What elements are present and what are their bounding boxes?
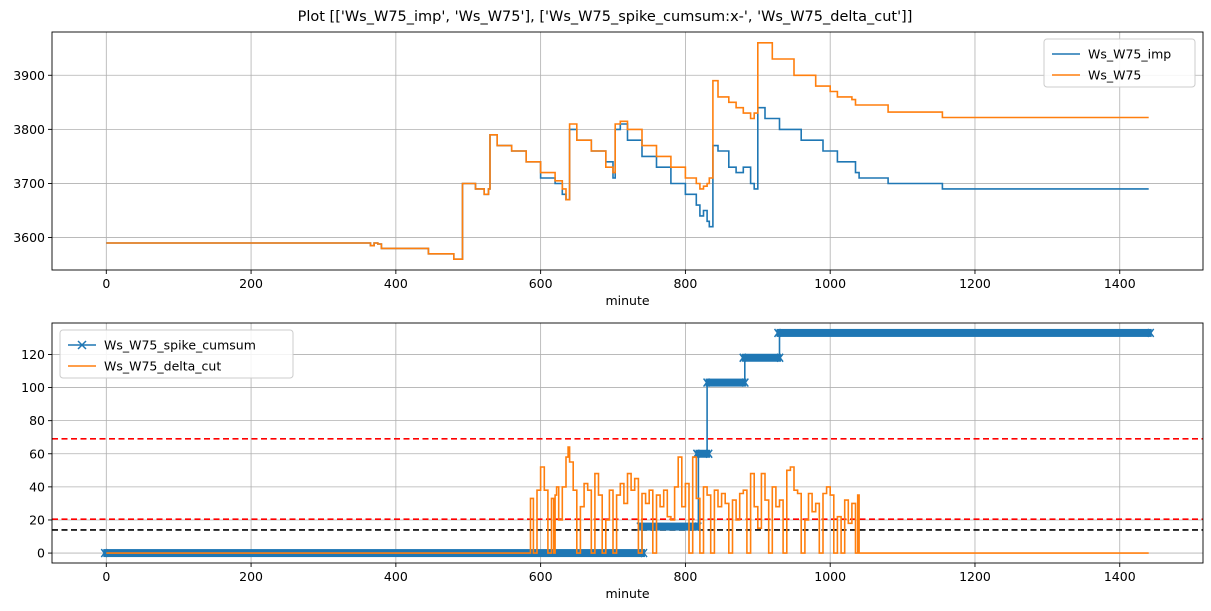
chart1-legend-label-1: Ws_W75: [1088, 68, 1141, 83]
chart2-legend-label-1: Ws_W75_delta_cut: [104, 359, 221, 374]
chart2-ytick-label-20: 20: [29, 512, 45, 527]
chart2-ytick-label-120: 120: [21, 347, 45, 362]
chart2-plot-area: [52, 328, 1203, 558]
chart2-xtick-label-1000: 1000: [814, 569, 846, 584]
chart2-series-0-markers-3: [705, 378, 747, 387]
chart2-ytick-label-0: 0: [37, 546, 45, 561]
chart1-xtick-label-0: 0: [102, 276, 110, 291]
chart1-xtick-label-1400: 1400: [1104, 276, 1136, 291]
chart2-xtick-label-0: 0: [102, 569, 110, 584]
figure-title: Plot [['Ws_W75_imp', 'Ws_W75'], ['Ws_W75…: [298, 9, 913, 25]
chart2-ytick-label-60: 60: [29, 446, 45, 461]
chart2-axes-frame: [51, 322, 1204, 564]
chart2-series-0-marker-end-3: [741, 378, 749, 388]
chart2-xtick-label-1400: 1400: [1104, 569, 1136, 584]
chart1-ytick-label-3900: 3900: [13, 68, 45, 83]
chart2-series-0-markers-5: [776, 328, 1152, 337]
chart2-series-0-marker-start-3: [702, 378, 711, 388]
chart2-ytick-label-100: 100: [21, 380, 45, 395]
chart1-legend-box: [1043, 38, 1196, 88]
bottom-axes: 0 200 400 600 800 1000 1200 1400 0 20 40 60 80 100 120…: [21, 322, 1204, 601]
chart2-xtick-label-400: 400: [384, 569, 408, 584]
chart1-ytick-label-3700: 3700: [13, 176, 45, 191]
chart2-ytick-label-40: 40: [29, 479, 45, 494]
chart1-ytick-label-3600: 3600: [13, 230, 45, 245]
chart1-xtick-label-600: 600: [529, 276, 553, 291]
chart1-xtick-label-1000: 1000: [814, 276, 846, 291]
chart1-legend: Ws_W75_imp Ws_W75: [1043, 38, 1196, 88]
chart2-series-0-marker-start-5: [773, 328, 782, 338]
chart1-xtick-label-800: 800: [673, 276, 697, 291]
chart1-xtick-label-200: 200: [239, 276, 263, 291]
chart2-xtick-label-200: 200: [239, 569, 263, 584]
chart2-xtick-label-600: 600: [529, 569, 553, 584]
chart2-series-0-markers-1: [638, 522, 700, 531]
chart2-xtick-label-1200: 1200: [959, 569, 991, 584]
chart2-legend-box: [59, 329, 294, 379]
chart1-xtick-label-1200: 1200: [959, 276, 991, 291]
chart2-legend-marker-0: [77, 340, 87, 350]
chart1-series-1-line: [106, 42, 1149, 260]
chart2-series-1-line: [106, 446, 1149, 554]
chart1-xlabel: minute: [605, 293, 649, 308]
chart2-series-0-marker-end-4: [776, 353, 784, 363]
chart2-series-0-marker-start-4: [739, 353, 747, 363]
chart1-legend-label-0: Ws_W75_imp: [1088, 47, 1171, 62]
chart2-series-0-marker-end-5: [1147, 328, 1155, 338]
chart2-series-0-marker-end-2: [705, 449, 713, 459]
chart2-legend-label-0: Ws_W75_spike_cumsum: [104, 338, 256, 353]
chart1-xtick-label-400: 400: [384, 276, 408, 291]
chart1-plot-area: [106, 42, 1149, 260]
chart2-series-0-marker-start-0: [100, 548, 108, 558]
chart2-series-0-markers-4: [741, 353, 782, 362]
chart2-xlabel: minute: [605, 586, 649, 601]
chart1-axes-frame: [51, 31, 1204, 271]
chart2-xtick-label-800: 800: [673, 569, 697, 584]
chart2-ytick-label-80: 80: [29, 413, 45, 428]
top-axes: 0 200 400 600 800 1000 1200 1400 3600 3700 3800 390…: [13, 31, 1204, 308]
chart2-legend: Ws_W75_spike_cumsum Ws_W75_delta_cut: [59, 329, 294, 379]
chart2-series-0-markers-2: [695, 449, 711, 458]
chart1-ytick-label-3800: 3800: [13, 122, 45, 137]
